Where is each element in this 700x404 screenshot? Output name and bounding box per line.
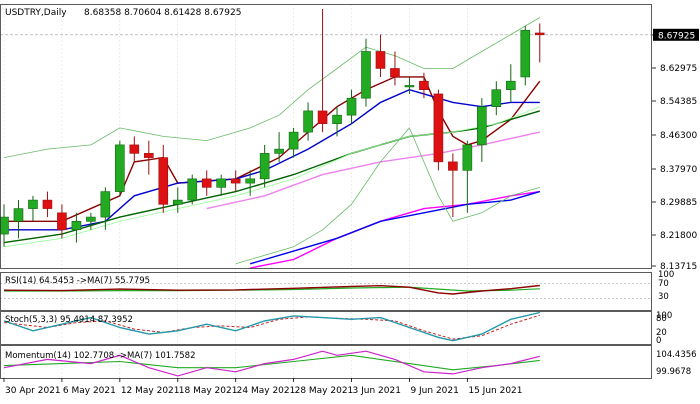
momentum-ma-line	[3, 354, 540, 371]
candle-body	[375, 51, 386, 69]
candle-body	[57, 212, 67, 231]
candle-body	[390, 68, 400, 78]
candles	[0, 9, 545, 247]
date-tick-label: 3 Jun 2021	[353, 386, 401, 396]
rsi-label: RSI(14) 64.5453 ->MA(7) 55.7795	[5, 276, 150, 286]
candle-body	[303, 110, 313, 133]
price-tick-label: 8.37970	[660, 165, 697, 175]
price-tick-label: 8.29885	[660, 198, 697, 208]
overlay-line	[250, 190, 540, 269]
candle-body	[0, 216, 9, 235]
candle-body	[144, 153, 154, 158]
date-tick-label: 15 Jun 2021	[468, 386, 522, 396]
panel-frames	[0, 4, 652, 379]
stoch-tick-label: 20	[656, 328, 667, 338]
stoch-tick-label: 0	[656, 336, 661, 346]
rsi-tick-label: 70	[658, 279, 669, 289]
chart-title: USDTRY,Daily	[5, 8, 67, 18]
panel-frame	[0, 4, 652, 269]
date-tick-label: 28 May 2021	[295, 386, 354, 396]
date-tick-label: 12 May 2021	[121, 386, 180, 396]
candle-body	[158, 157, 169, 205]
overlay-line	[3, 106, 540, 248]
candle-body	[28, 199, 38, 209]
ohlc-readout: 8.68358 8.70604 8.61428 8.67925	[84, 8, 241, 18]
stoch-tick-label: 100	[656, 311, 672, 321]
candle-body	[491, 89, 502, 107]
candle-body	[201, 178, 212, 188]
candle-body	[71, 221, 82, 231]
candle-body	[100, 191, 111, 218]
overlay-line	[250, 190, 540, 265]
momentum-tick-label: 99.9678	[656, 367, 691, 377]
overlay-line	[4, 88, 540, 231]
price-tick-label: 8.13715	[660, 262, 697, 272]
candle-body	[86, 216, 96, 222]
momentum-label: Momentum(14) 102.7708 ->MA(7) 101.7582	[5, 351, 195, 361]
candle-body	[477, 106, 487, 146]
candle-body	[230, 178, 241, 184]
panel-frame	[0, 345, 652, 379]
candle-body	[187, 178, 198, 201]
stoch-label: Stoch(5,3,3) 95.4914 87.3952	[5, 315, 133, 325]
stoch-signal-line	[3, 314, 540, 340]
candle-body	[361, 51, 371, 99]
candle-body	[172, 199, 183, 205]
momentum-tick-label: 104.4356	[656, 350, 697, 360]
current-price-label: 8.67925	[658, 31, 695, 41]
candle-body	[332, 114, 342, 124]
candle-body	[129, 144, 140, 154]
overlay-line	[235, 127, 540, 265]
panel-frame	[0, 272, 652, 311]
date-tick-label: 9 Jun 2021	[410, 386, 458, 396]
candle-body	[317, 110, 328, 124]
candle-body	[404, 85, 415, 88]
candle-body	[245, 178, 255, 184]
candle-body	[462, 144, 473, 171]
current-price-box	[653, 28, 699, 41]
price-tick-label: 8.54385	[660, 97, 697, 107]
candle-body	[534, 32, 545, 36]
sub-panels	[0, 283, 652, 377]
candle-body	[505, 80, 516, 90]
rsi-tick-label: 100	[658, 270, 674, 280]
date-tick-label: 18 May 2021	[179, 386, 238, 396]
price-tick-label: 8.62975	[660, 64, 697, 74]
candle-body	[346, 97, 357, 116]
price-tick-label: 8.46300	[660, 131, 697, 141]
candle-body	[13, 208, 24, 222]
candle-body	[520, 29, 531, 78]
candle-body	[115, 144, 125, 192]
candle-body	[42, 199, 53, 209]
date-tick-label: 30 Apr 2021	[5, 386, 61, 396]
candle-body	[419, 80, 429, 90]
rsi-line	[3, 284, 540, 295]
candle-body	[274, 148, 284, 154]
axis-labels: 8.705558.629758.543858.463008.379708.298…	[3, 28, 699, 396]
momentum-line	[3, 350, 540, 377]
overlay-line	[3, 17, 541, 158]
candle-body	[259, 153, 270, 180]
stoch-main-line	[3, 311, 540, 342]
rsi-ma-line	[4, 286, 540, 292]
candle-body	[433, 93, 444, 163]
stoch-tick-label: 80	[656, 314, 667, 324]
panel-frame	[0, 311, 652, 345]
grid-lines	[0, 4, 652, 378]
candle-body	[216, 178, 226, 188]
candle-body	[288, 131, 299, 150]
rsi-tick-label: 30	[658, 292, 669, 302]
date-tick-label: 24 May 2021	[237, 386, 296, 396]
price-tick-label: 8.21800	[660, 231, 697, 241]
candle-body	[448, 161, 458, 171]
date-tick-label: 6 May 2021	[63, 386, 116, 396]
